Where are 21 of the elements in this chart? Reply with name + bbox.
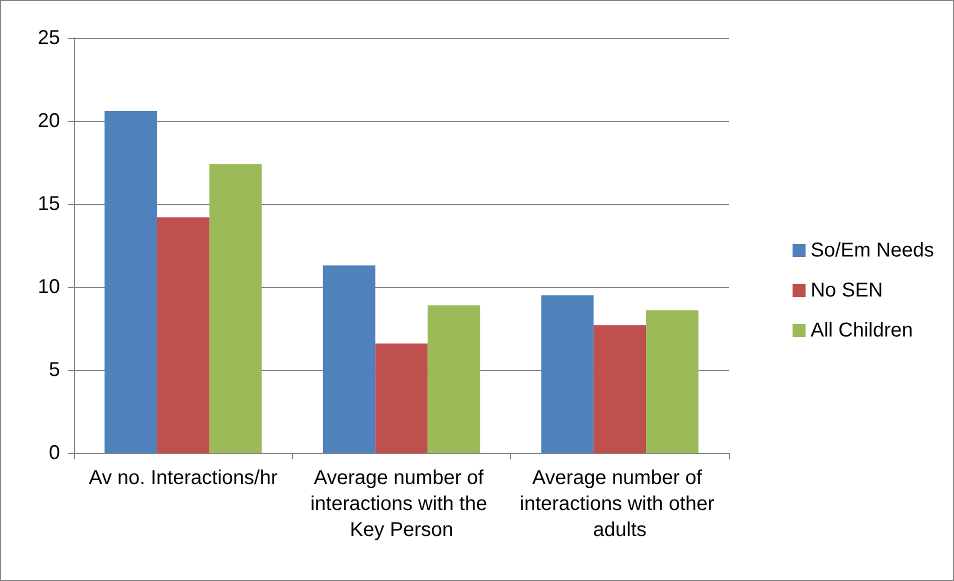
x-tick-label: Average number of interactions with other adults bbox=[520, 467, 720, 541]
bar bbox=[428, 305, 480, 453]
y-tick-label: 10 bbox=[38, 276, 60, 298]
bar bbox=[104, 111, 157, 453]
y-tick-label: 5 bbox=[48, 359, 60, 381]
bar bbox=[209, 164, 262, 453]
y-tick-label: 0 bbox=[48, 442, 60, 464]
bar bbox=[541, 295, 594, 453]
y-tick-label: 25 bbox=[38, 27, 60, 49]
bar bbox=[646, 310, 698, 453]
legend-label: No SEN bbox=[810, 280, 883, 302]
bar bbox=[375, 343, 428, 453]
legend-label: So/Em Needs bbox=[810, 240, 934, 262]
bar bbox=[156, 217, 210, 453]
bar bbox=[594, 325, 646, 453]
y-tick-label: 20 bbox=[38, 110, 60, 132]
y-tick-label: 15 bbox=[38, 193, 60, 215]
x-tick-label: Average number of interactions with the Key Person bbox=[310, 467, 493, 541]
bar bbox=[322, 265, 376, 453]
legend-label: All Children bbox=[810, 320, 913, 342]
x-tick-label: Av no. Interactions/hr bbox=[88, 467, 278, 489]
